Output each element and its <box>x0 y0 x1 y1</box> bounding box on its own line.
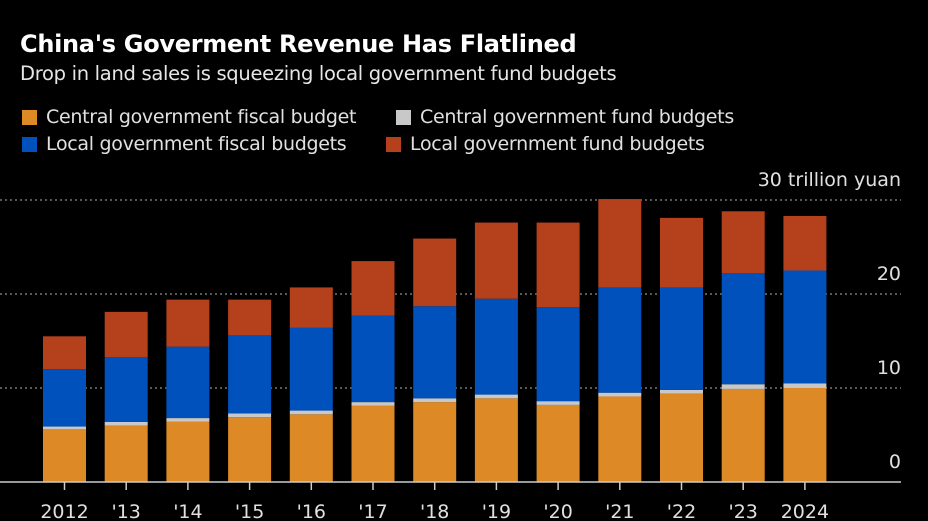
bar-segment <box>228 299 272 336</box>
bar-segment <box>721 211 765 274</box>
x-tick-label: 2012 <box>40 501 88 521</box>
x-tick-label: '23 <box>728 501 757 521</box>
bar-segment <box>474 398 518 482</box>
bar-segment <box>289 287 333 328</box>
legend-item-central-fiscal: Central government fiscal budget <box>22 106 356 128</box>
bar-segment <box>43 336 86 370</box>
bar-segment <box>660 217 703 288</box>
bar-segment <box>228 417 272 482</box>
bar-segment <box>598 199 642 288</box>
bar-segment <box>598 396 642 482</box>
bar-segment <box>166 299 210 347</box>
bar-segment <box>289 414 333 482</box>
legend-swatch <box>386 136 401 152</box>
bar-segment <box>536 401 580 405</box>
bar-segment <box>43 369 86 427</box>
chart-subtitle: Drop in land sales is squeezing local go… <box>20 62 617 85</box>
legend-swatch <box>396 109 411 125</box>
bar-segment <box>474 298 518 395</box>
legend-swatch <box>22 136 37 152</box>
bar-segment <box>351 261 395 316</box>
bar-segment <box>166 346 210 419</box>
bar-segment <box>166 421 210 482</box>
bar-segment <box>783 270 827 384</box>
x-tick-label: '15 <box>235 501 264 521</box>
bar-segment <box>598 392 642 397</box>
legend-item-local-fiscal: Local government fiscal budgets <box>22 133 347 155</box>
bar-segment <box>536 404 580 482</box>
bar-segment <box>104 356 148 422</box>
bar-segment <box>598 287 642 393</box>
bar-segment <box>351 402 395 406</box>
x-tick-label: '13 <box>111 501 140 521</box>
bar-segment <box>351 405 395 482</box>
bar-segment <box>660 389 703 394</box>
legend-item-local-fund: Local government fund budgets <box>386 133 705 155</box>
x-tick-label: '19 <box>482 501 511 521</box>
legend-label: Central government fiscal budget <box>46 106 357 128</box>
bar-segment <box>783 215 827 271</box>
y-tick-label: 0 <box>889 451 901 473</box>
bar-segment <box>721 384 765 389</box>
chart-title: China's Goverment Revenue Has Flatlined <box>20 30 577 58</box>
x-tick-label: '18 <box>420 501 449 521</box>
bar-segment <box>721 273 765 385</box>
bar-segment <box>413 238 457 307</box>
x-tick-label: 2024 <box>781 501 829 521</box>
bar-segment <box>413 398 457 403</box>
bar-segment <box>228 413 272 418</box>
y-axis-unit-label: 30 trillion yuan <box>758 169 901 191</box>
x-tick-label: '20 <box>543 501 572 521</box>
x-tick-label: '17 <box>358 501 387 521</box>
y-tick-label: 10 <box>877 357 901 379</box>
bar-segment <box>474 222 518 299</box>
bar-segment <box>536 222 580 308</box>
bar-segment <box>536 307 580 402</box>
bar-segment <box>721 388 765 482</box>
bar-segment <box>474 394 518 399</box>
bar-segment <box>660 287 703 390</box>
legend-swatch <box>22 109 37 125</box>
bar-segment <box>413 306 457 399</box>
x-tick-label: '21 <box>605 501 634 521</box>
legend-label: Local government fund budgets <box>410 133 705 155</box>
bar-segment <box>783 383 827 388</box>
bar-segment <box>413 402 457 482</box>
bar-segment <box>166 418 210 422</box>
x-tick-label: '16 <box>297 501 326 521</box>
bar-segment <box>228 335 272 414</box>
legend-label: Central government fund budgets <box>420 106 734 128</box>
legend-label: Local government fiscal budgets <box>46 133 347 155</box>
bar-segment <box>289 327 333 411</box>
bar-segment <box>104 425 148 482</box>
bar-segment <box>43 426 86 430</box>
bar-segment <box>783 388 827 482</box>
bar-segment <box>660 393 703 482</box>
bar-segment <box>104 421 148 426</box>
bar-segment <box>104 311 148 357</box>
legend-item-central-fund: Central government fund budgets <box>396 106 734 128</box>
bar-segment <box>43 429 86 482</box>
x-tick-label: '14 <box>173 501 202 521</box>
y-tick-label: 20 <box>877 263 901 285</box>
bar-segment <box>351 315 395 403</box>
bar-segment <box>289 410 333 415</box>
x-tick-label: '22 <box>667 501 696 521</box>
